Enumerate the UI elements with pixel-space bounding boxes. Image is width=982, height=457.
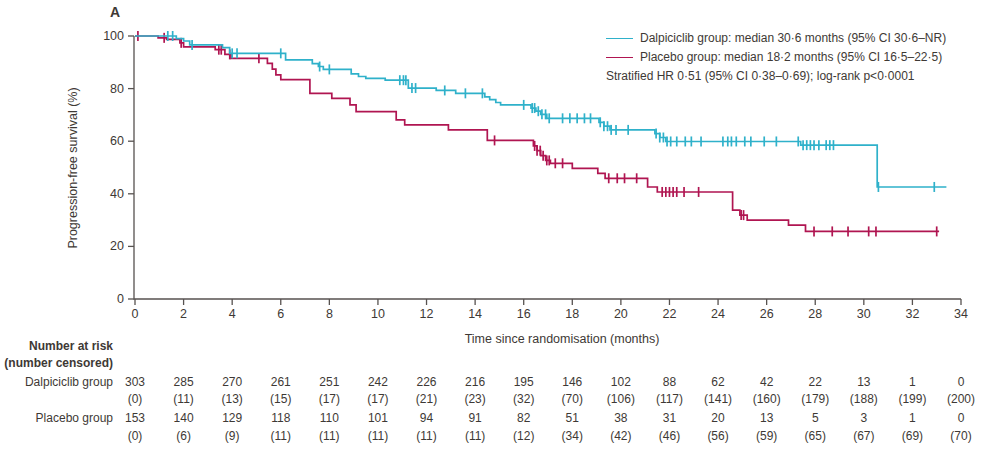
at-risk-count: 91 <box>468 411 481 425</box>
at-risk-censored-count: (11) <box>416 429 436 443</box>
at-risk-count: 62 <box>711 375 724 389</box>
at-risk-censored-count: (11) <box>368 429 388 443</box>
at-risk-censored-count: (70) <box>950 429 971 443</box>
at-risk-count: 251 <box>319 375 339 389</box>
at-risk-count: 261 <box>271 375 291 389</box>
at-risk-count: 1 <box>909 411 916 425</box>
at-risk-count: 22 <box>809 375 822 389</box>
at-risk-censored-count: (200) <box>947 392 975 406</box>
at-risk-count: 101 <box>368 411 388 425</box>
at-risk-count: 118 <box>271 411 290 425</box>
at-risk-count: 1 <box>909 375 916 389</box>
at-risk-censored-count: (179) <box>801 392 829 406</box>
at-risk-count: 38 <box>614 411 627 425</box>
at-risk-censored-count: (65) <box>805 429 826 443</box>
at-risk-censored-count: (106) <box>607 392 635 406</box>
at-risk-count: 303 <box>125 375 145 389</box>
at-risk-count: 102 <box>611 375 631 389</box>
at-risk-count: 140 <box>174 411 194 425</box>
at-risk-count: 3 <box>860 411 867 425</box>
at-risk-censored-count: (46) <box>659 429 680 443</box>
at-risk-censored-count: (6) <box>176 429 191 443</box>
at-risk-censored-count: (42) <box>610 429 631 443</box>
at-risk-count: 31 <box>663 411 676 425</box>
at-risk-count: 20 <box>711 411 724 425</box>
at-risk-count: 0 <box>958 375 965 389</box>
at-risk-count: 82 <box>517 411 530 425</box>
at-risk-count: 129 <box>222 411 242 425</box>
at-risk-censored-count: (56) <box>707 429 728 443</box>
at-risk-censored-count: (160) <box>753 392 781 406</box>
at-risk-censored-count: (17) <box>367 392 388 406</box>
at-risk-count: 153 <box>125 411 145 425</box>
at-risk-censored-count: (15) <box>270 392 291 406</box>
at-risk-censored-count: (23) <box>464 392 485 406</box>
at-risk-censored-count: (11) <box>173 392 193 406</box>
at-risk-count: 42 <box>760 375 773 389</box>
at-risk-censored-count: (34) <box>562 429 583 443</box>
at-risk-count: 88 <box>663 375 676 389</box>
at-risk-censored-count: (21) <box>416 392 437 406</box>
at-risk-censored-count: (70) <box>562 392 583 406</box>
at-risk-count: 13 <box>857 375 870 389</box>
at-risk-censored-count: (11) <box>319 429 339 443</box>
at-risk-censored-count: (59) <box>756 429 777 443</box>
at-risk-count: 216 <box>465 375 485 389</box>
at-risk-censored-count: (12) <box>513 429 534 443</box>
at-risk-count: 226 <box>417 375 437 389</box>
at-risk-count: 270 <box>222 375 242 389</box>
at-risk-row-label-dalpiciclib: Dalpiciclib group <box>0 375 113 389</box>
censored-header: (number censored) <box>0 356 113 370</box>
at-risk-count: 51 <box>566 411 579 425</box>
at-risk-count: 110 <box>320 411 339 425</box>
at-risk-censored-count: (13) <box>222 392 243 406</box>
at-risk-count: 242 <box>368 375 388 389</box>
at-risk-censored-count: (0) <box>128 392 143 406</box>
at-risk-count: 285 <box>174 375 194 389</box>
at-risk-censored-count: (17) <box>319 392 340 406</box>
at-risk-count: 195 <box>514 375 534 389</box>
number-at-risk-table: Number at risk (number censored) Dalpici… <box>0 0 982 457</box>
at-risk-count: 5 <box>812 411 819 425</box>
at-risk-count: 0 <box>958 411 965 425</box>
at-risk-row-label-placebo: Placebo group <box>0 411 113 425</box>
at-risk-count: 146 <box>562 375 582 389</box>
at-risk-count: 94 <box>420 411 433 425</box>
at-risk-censored-count: (67) <box>853 429 874 443</box>
at-risk-censored-count: (11) <box>271 429 291 443</box>
at-risk-censored-count: (141) <box>704 392 732 406</box>
at-risk-censored-count: (32) <box>513 392 534 406</box>
at-risk-count: 13 <box>760 411 773 425</box>
km-figure: 0204060801000246810121416182022242628303… <box>0 0 982 457</box>
at-risk-censored-count: (188) <box>850 392 878 406</box>
at-risk-censored-count: (9) <box>225 429 240 443</box>
at-risk-censored-count: (199) <box>898 392 926 406</box>
at-risk-header: Number at risk <box>0 339 113 353</box>
at-risk-censored-count: (11) <box>465 429 485 443</box>
at-risk-censored-count: (0) <box>128 429 143 443</box>
at-risk-censored-count: (69) <box>902 429 923 443</box>
at-risk-censored-count: (117) <box>656 392 683 406</box>
